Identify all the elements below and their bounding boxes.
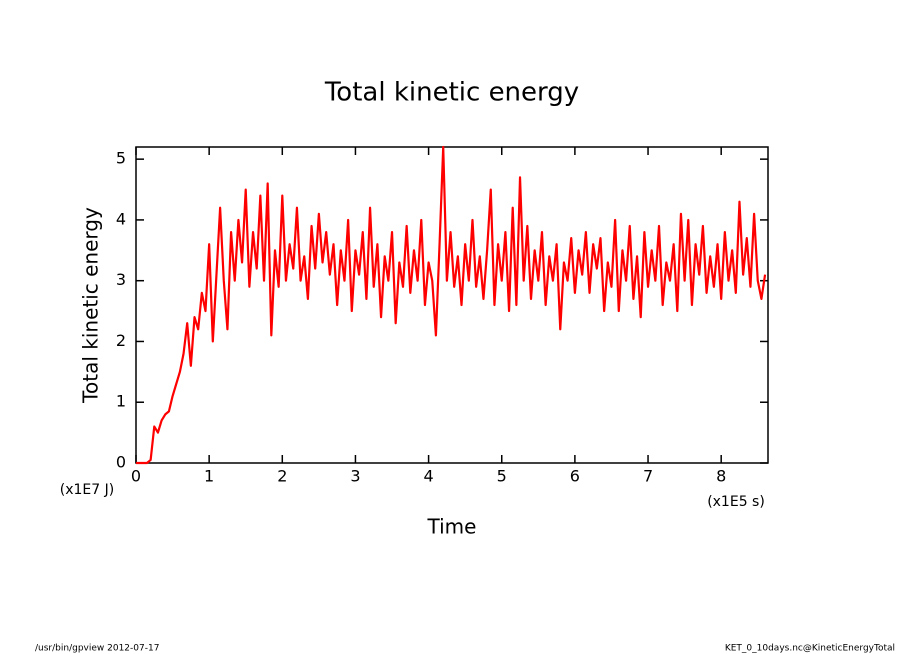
- y-tick-label: 1: [116, 392, 126, 411]
- x-tick-label: 1: [204, 467, 214, 486]
- plot-frame: [135, 146, 769, 464]
- chart-title: Total kinetic energy: [324, 78, 579, 108]
- x-tick-label: 6: [570, 467, 580, 486]
- y-tick-label: 2: [116, 331, 126, 350]
- x-tick-label: 2: [277, 467, 287, 486]
- y-tick-label: 4: [116, 209, 126, 228]
- y-unit: (x1E7 J): [60, 482, 114, 498]
- data-line: [136, 145, 767, 465]
- x-tick-label: 8: [716, 467, 726, 486]
- y-tick-label: 5: [116, 149, 126, 168]
- y-axis-label: Total kinetic energy: [79, 207, 103, 404]
- x-tick-label: 5: [497, 467, 507, 486]
- x-axis-label: Time: [427, 515, 477, 539]
- x-tick-label: 4: [423, 467, 433, 486]
- x-tick-label: 7: [643, 467, 653, 486]
- x-unit: (x1E5 s): [707, 494, 765, 510]
- y-tick-label: 3: [116, 270, 126, 289]
- x-tick-label: 0: [131, 467, 141, 486]
- x-tick-label: 3: [350, 467, 360, 486]
- footer-left: /usr/bin/gpview 2012-07-17: [35, 644, 159, 654]
- footer-right: KET_0_10days.nc@KineticEnergyTotal: [725, 644, 895, 654]
- y-tick-label: 0: [116, 453, 126, 472]
